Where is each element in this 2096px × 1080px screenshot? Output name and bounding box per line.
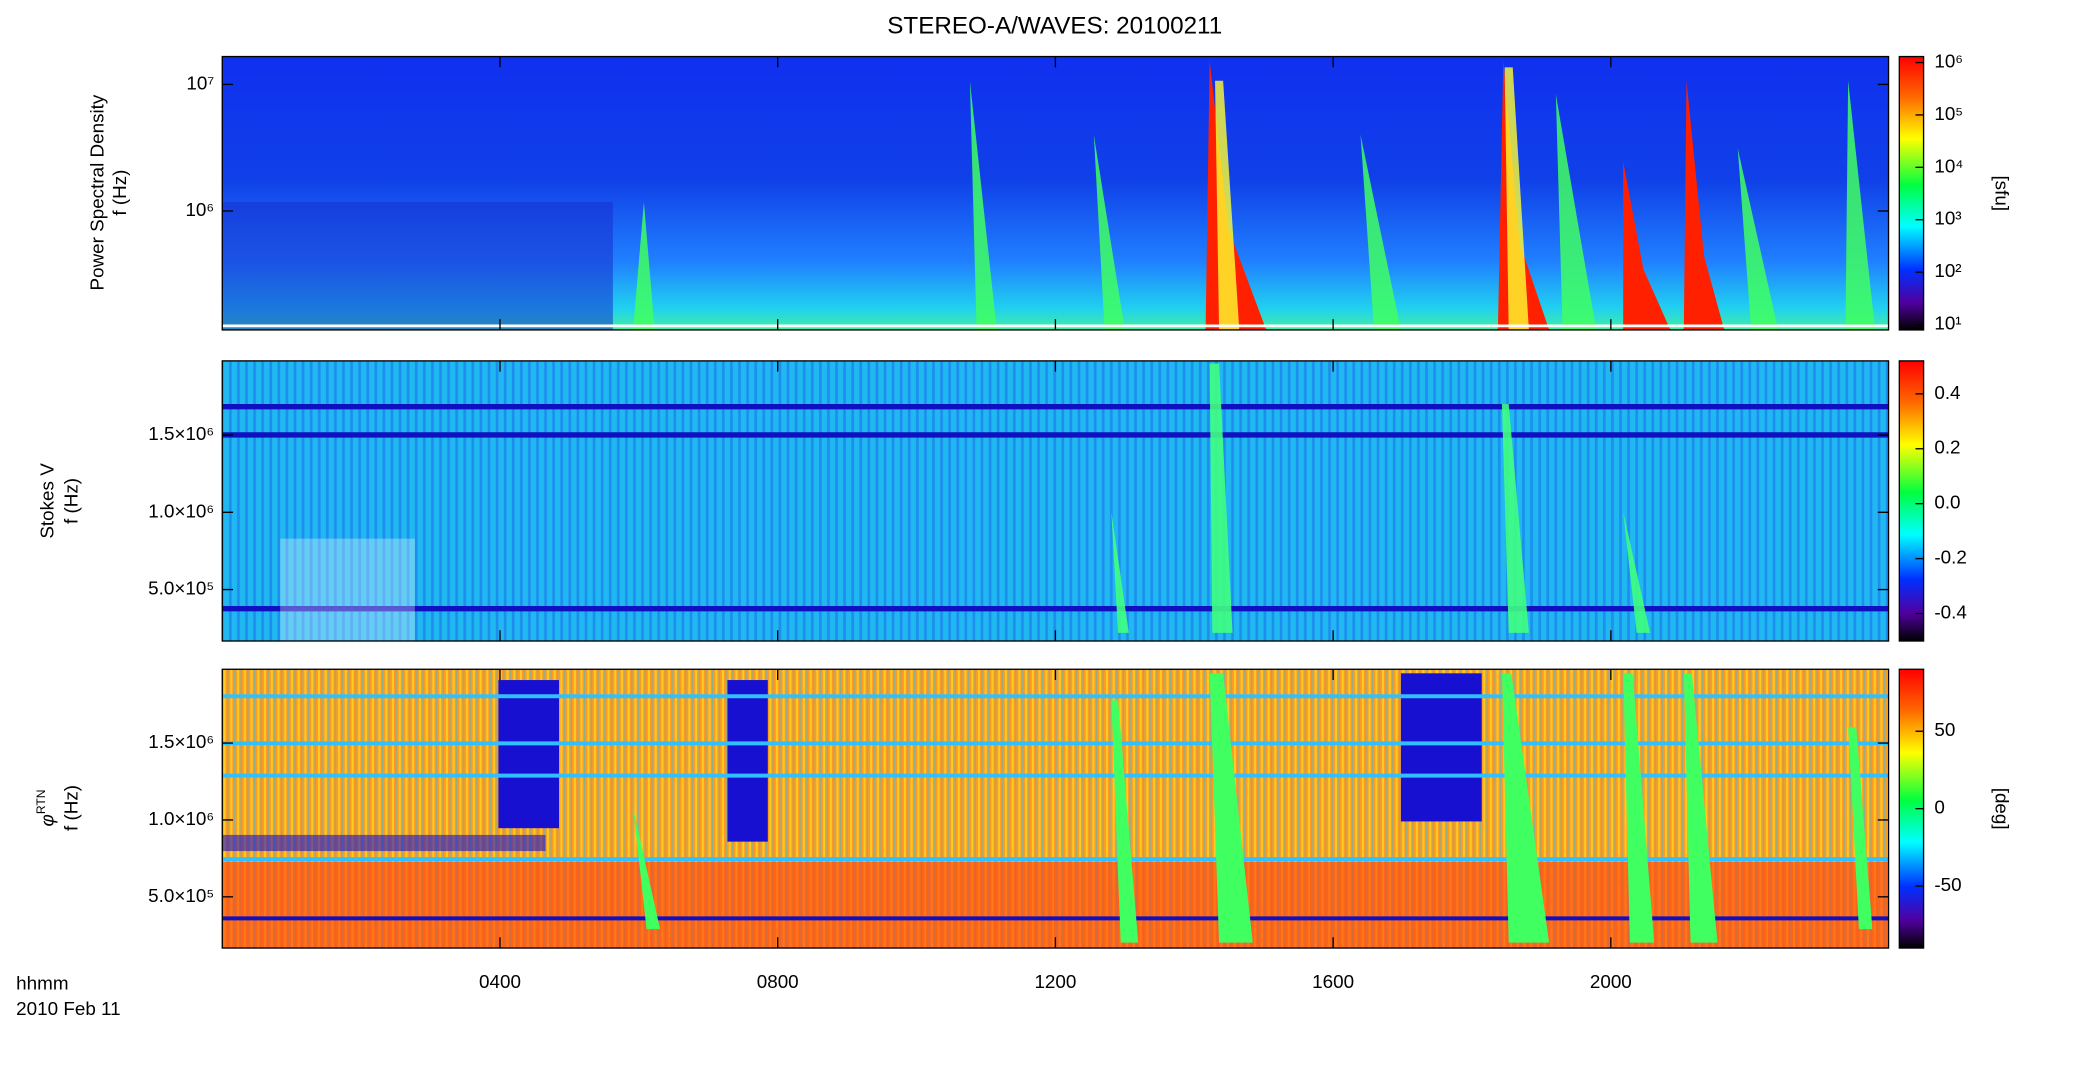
spectrogram-image [222,360,1889,641]
y-axis-symbol: φ [36,814,57,826]
colorbar-label: [deg] [1991,788,2012,830]
colorbar-label: [sfu] [1991,175,2012,211]
y-axis-label: f (Hz) [61,785,82,831]
colorbar-tick-label: -0.4 [1934,602,1966,623]
x-tick-label: 0400 [479,971,521,992]
x-axis-label: hhmm [16,972,68,993]
y-axis-label: f (Hz) [61,478,82,524]
spectrogram-image [222,56,1889,330]
colorbar-tick-label: 10⁵ [1934,103,1963,124]
y-tick-label: 1.0×10⁶ [148,808,214,829]
y-tick-label: 1.0×10⁶ [148,500,214,521]
y-axis-label: Stokes V [36,463,57,539]
colorbar-tick-label: -50 [1934,874,1961,895]
x-tick-label: 2000 [1590,971,1632,992]
colorbar-tick-label: 10⁴ [1934,155,1963,176]
y-axis-label: φRTN [34,789,58,826]
colorbar-tick-label: 0.2 [1934,437,1960,458]
y-axis-subscript: RTN [34,789,48,814]
y-tick-label: 5.0×10⁵ [148,885,214,906]
y-tick-label: 10⁶ [185,199,214,220]
colorbar-tick-label: 0 [1934,797,1944,818]
colorbar-tick-label: 50 [1934,719,1955,740]
colorbar-tick-label: 10³ [1934,208,1961,229]
y-tick-label: 1.5×10⁶ [148,731,214,752]
colorbar-tick-label: 10⁶ [1934,51,1963,72]
colorbar [1898,55,1925,331]
colorbar-tick-label: 10¹ [1934,313,1961,334]
y-tick-label: 10⁷ [186,72,214,93]
colorbar-tick-label: 10² [1934,260,1961,281]
chart-title: STEREO-A/WAVES: 20100211 [887,12,1222,39]
colorbar-tick-label: 0.4 [1934,382,1960,403]
colorbar-tick-label: -0.2 [1934,547,1966,568]
y-axis-label: f (Hz) [109,170,130,216]
x-tick-label: 1600 [1312,971,1354,992]
y-tick-label: 1.5×10⁶ [148,423,214,444]
colorbar [1898,360,1925,642]
x-tick-label: 0800 [757,971,799,992]
x-axis-label: 2010 Feb 11 [16,998,120,1019]
spectrogram-image [222,669,1889,949]
y-axis-label: Power Spectral Density [86,94,107,290]
x-tick-label: 1200 [1034,971,1076,992]
colorbar-tick-label: 0.0 [1934,492,1960,513]
y-tick-label: 5.0×10⁵ [148,578,214,599]
